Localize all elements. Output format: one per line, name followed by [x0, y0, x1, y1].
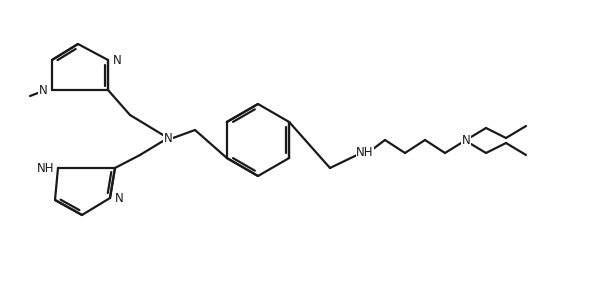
Text: N: N: [115, 192, 123, 204]
Text: N: N: [112, 54, 121, 67]
Text: NH: NH: [356, 147, 374, 160]
Text: N: N: [462, 134, 471, 147]
Text: NH: NH: [37, 162, 55, 175]
Text: N: N: [164, 132, 172, 145]
Text: N: N: [39, 84, 47, 96]
